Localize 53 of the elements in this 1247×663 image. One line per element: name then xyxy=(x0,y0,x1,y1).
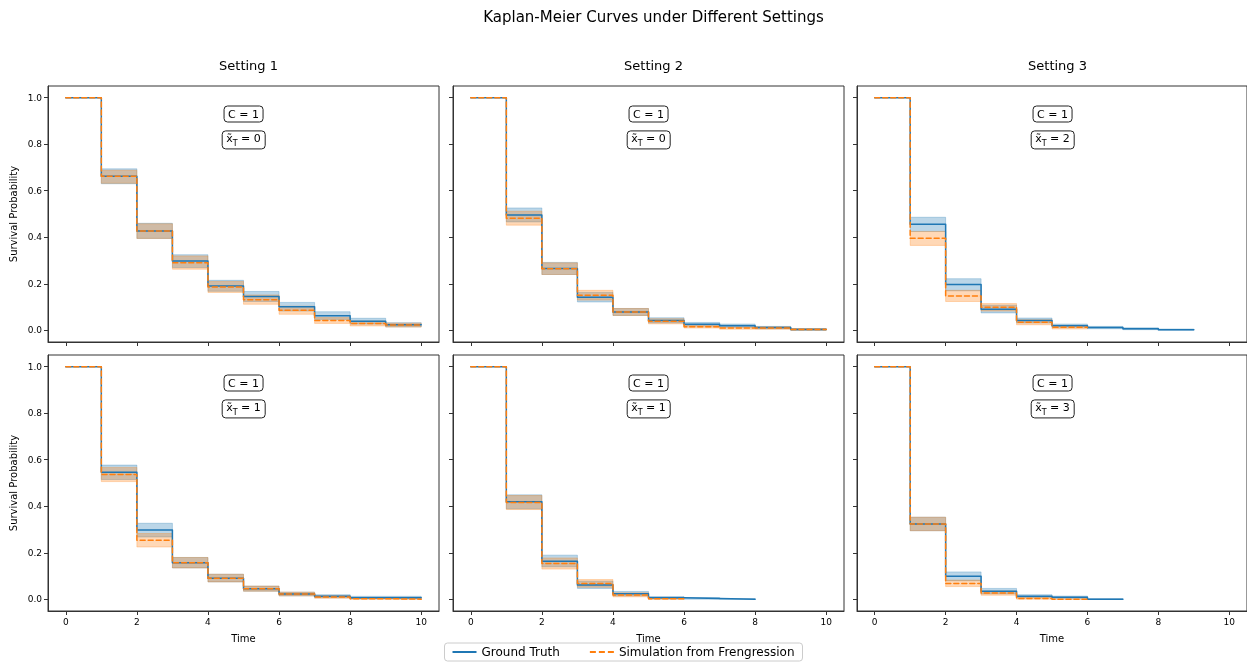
y-tick-label: 0.0 xyxy=(27,325,43,336)
x-tick-label: 6 xyxy=(681,616,688,627)
x-tick-label: 2 xyxy=(134,616,140,627)
legend-label: Ground Truth xyxy=(481,645,560,659)
legend-label: Simulation from Frengression xyxy=(618,645,795,659)
y-tick-label: 0.8 xyxy=(27,408,43,419)
annotation: C = 1 xyxy=(628,105,669,123)
x-tick-label: 10 xyxy=(415,616,428,627)
chart-subtitle: Setting 2 xyxy=(624,58,683,73)
x-tick-label: 6 xyxy=(1084,616,1091,627)
annotation: x̃$_{T}$ = 1 xyxy=(626,399,671,419)
y-tick-label: 0.0 xyxy=(27,594,43,605)
chart-title: Kaplan-Meier Curves under Different Settings xyxy=(483,7,824,26)
x-tick-label: 10 xyxy=(1223,616,1236,627)
annotation: C = 1 xyxy=(1032,374,1073,392)
annotation: C = 1 xyxy=(223,105,264,123)
x-tick-label: 4 xyxy=(205,616,212,627)
x-tick-label: 0 xyxy=(871,616,878,627)
y-tick-label: 0.6 xyxy=(27,454,43,465)
y-tick-label: 0.6 xyxy=(27,185,43,196)
chart-title: Setting 3 xyxy=(1028,58,1087,73)
x-tick-label: 10 xyxy=(820,616,833,627)
y-axis-title: Survival Probability xyxy=(7,434,19,532)
y-tick-label: 0.4 xyxy=(27,501,43,512)
annotation: x̃$_{T}$ = 0 xyxy=(221,130,266,150)
annotation: C = 1 xyxy=(628,374,669,392)
x-tick-label: 8 xyxy=(1155,616,1162,627)
x-axis-title: Time xyxy=(1038,632,1065,644)
x-tick-label: 2 xyxy=(539,616,545,627)
x-axis-title: Time xyxy=(635,632,661,644)
annotation: C = 1 xyxy=(1032,105,1073,123)
y-tick-label: 0.4 xyxy=(27,232,43,243)
x-tick-label: 2 xyxy=(942,616,949,627)
x-tick-label: 4 xyxy=(1013,616,1020,627)
chart-title: Setting 1 xyxy=(219,58,278,73)
y-tick-label: 0.8 xyxy=(27,139,43,150)
x-tick-label: 0 xyxy=(467,616,474,627)
x-tick-label: 4 xyxy=(610,616,617,627)
y-tick-label: 1.0 xyxy=(27,92,43,103)
y-tick-label: 1.0 xyxy=(27,361,43,372)
x-tick-label: 6 xyxy=(276,616,283,627)
annotation: x̃$_{T}$ = 2 xyxy=(1030,130,1075,150)
x-axis-title: Time xyxy=(230,632,256,644)
y-tick-label: 0.2 xyxy=(27,278,42,289)
x-tick-label: 8 xyxy=(752,616,759,627)
x-tick-label: 8 xyxy=(347,616,354,627)
annotation: x̃$_{T}$ = 3 xyxy=(1030,399,1075,419)
annotation: x̃$_{T}$ = 0 xyxy=(626,130,671,150)
annotation: x̃$_{T}$ = 1 xyxy=(221,399,266,419)
x-tick-label: 0 xyxy=(62,616,69,627)
y-tick-label: 0.2 xyxy=(27,547,42,558)
annotation: C = 1 xyxy=(223,374,264,392)
y-axis-title: Survival Probability xyxy=(7,165,19,263)
